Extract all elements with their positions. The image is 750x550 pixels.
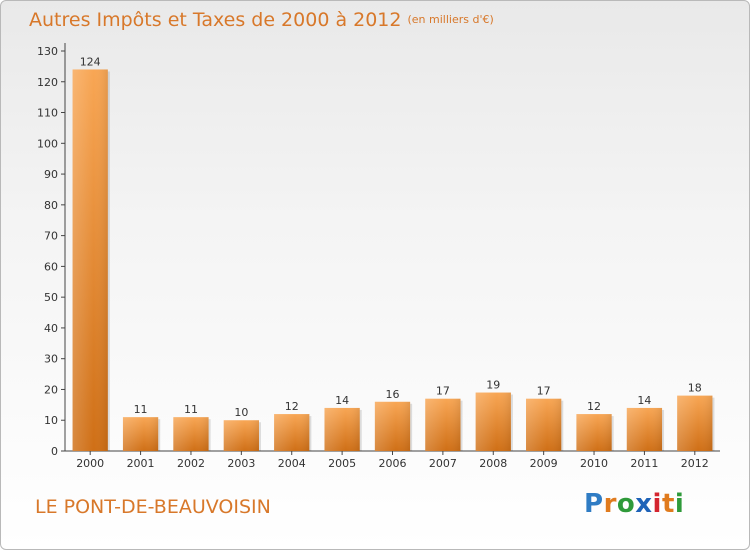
x-tick-label: 2004 [278,457,306,470]
data-label: 19 [486,379,500,392]
bar-highlight [576,414,612,451]
chart-data-labels: 124 11 11 10 12 14 16 17 19 17 12 14 18 [80,55,702,419]
logo-letter: r [603,489,617,519]
data-label: 11 [184,403,198,416]
x-tick-label: 2006 [379,457,407,470]
x-tick-label: 2000 [76,457,104,470]
chart-bars [72,69,715,451]
y-tick-label: 130 [37,45,58,58]
y-tick-label: 0 [51,445,58,458]
bar-highlight [475,392,511,451]
y-tick-label: 120 [37,76,58,89]
data-label: 124 [80,55,101,68]
bar-highlight [425,398,461,451]
x-tick-label: 2001 [127,457,155,470]
chart-title-line: Autres Impôts et Taxes de 2000 à 2012 (en… [29,9,494,31]
logo-letter: t [661,489,675,519]
y-tick-label: 40 [44,322,58,335]
x-tick-label: 2012 [681,457,709,470]
bar-highlight [677,395,713,451]
x-tick-label: 2007 [429,457,457,470]
x-tick-label: 2002 [177,457,205,470]
y-tick-label: 60 [44,260,58,273]
y-tick-label: 80 [44,199,58,212]
logo-letter: x [635,489,653,519]
bar-highlight [374,401,411,451]
bar-highlight [626,407,663,451]
data-label: 12 [587,400,601,413]
x-tick-label: 2008 [479,457,507,470]
bar-highlight [122,417,159,451]
logo-letter: P [584,489,604,519]
x-tick-label: 2009 [530,457,558,470]
y-tick-label: 100 [37,137,58,150]
logo-letter: i [652,489,662,519]
chart-subtitle: (en milliers d'€) [407,13,494,26]
y-tick-label: 50 [44,291,58,304]
data-label: 11 [134,403,148,416]
logo-letter: o [616,489,636,519]
x-tick-label: 2005 [328,457,356,470]
x-tick-label: 2010 [580,457,608,470]
bar-highlight [526,398,562,451]
x-tick-label: 2003 [227,457,255,470]
x-tick-label: 2011 [630,457,658,470]
municipality-name: LE PONT-DE-BEAUVOISIN [35,496,271,518]
y-tick-label: 110 [37,107,58,120]
bar-highlight [223,420,259,451]
data-label: 14 [335,394,349,407]
data-label: 14 [637,394,651,407]
y-tick-label: 10 [44,414,58,427]
y-tick-label: 70 [44,230,58,243]
bar-highlight [72,69,108,451]
data-label: 17 [436,385,450,398]
data-label: 18 [688,382,702,395]
y-tick-label: 20 [44,383,58,396]
y-tick-label: 30 [44,353,58,366]
bar-highlight [173,417,209,451]
data-label: 17 [537,385,551,398]
bar-highlight [274,414,310,451]
proxiti-logo: Proxiti [584,489,684,519]
y-tick-label: 90 [44,168,58,181]
chart-title: Autres Impôts et Taxes de 2000 à 2012 [29,9,402,31]
data-label: 10 [234,406,248,419]
data-label: 16 [386,388,400,401]
bar-highlight [324,407,360,451]
logo-letter: i [674,489,685,519]
data-label: 12 [285,400,299,413]
